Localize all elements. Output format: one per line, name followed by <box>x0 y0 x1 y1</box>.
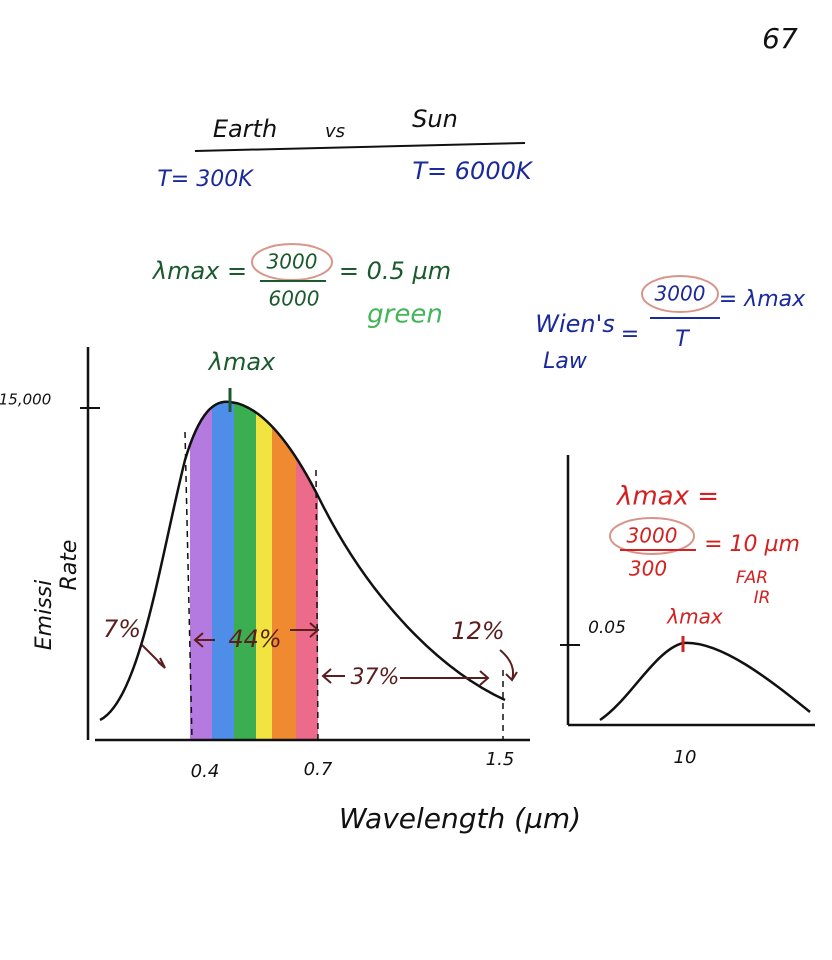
heading-middle: vs <box>325 121 345 142</box>
arrow <box>321 668 490 686</box>
y-tick-label: 15,000 <box>0 391 51 409</box>
arrow <box>499 649 518 682</box>
circle <box>641 275 719 313</box>
calc-result: = 0.5 µm <box>339 257 451 285</box>
x-tick-label: 0.4 <box>191 761 220 782</box>
wien-name: Wien's <box>535 310 614 338</box>
denominator: T <box>675 327 690 352</box>
calc-lhs: λmax = <box>151 257 247 285</box>
denominator: 6000 <box>269 287 320 311</box>
sun-temp: T= 6000K <box>412 157 533 185</box>
page-number: 67 <box>762 22 798 55</box>
numerator: 3000 <box>627 524 678 548</box>
dashed-line <box>315 469 319 741</box>
wien-rhs: = λmax <box>719 287 806 312</box>
arrow <box>193 622 320 648</box>
calc-lhs: λmax = <box>615 482 719 512</box>
denominator: 300 <box>629 557 667 581</box>
numerator: 3000 <box>267 250 318 274</box>
x-tick-label: 10 <box>674 747 697 768</box>
dashed-line <box>184 431 193 741</box>
percent: 12% <box>451 617 504 645</box>
circle <box>609 517 695 555</box>
color-name: green <box>367 300 443 330</box>
band: IR <box>754 588 771 608</box>
peak-label: λmax <box>666 605 723 629</box>
calc-result: = 10 µm <box>704 532 800 557</box>
heading-right: Sun <box>412 105 458 133</box>
y-tick-label: 0.05 <box>588 618 626 638</box>
band: FAR <box>736 568 768 588</box>
arrow <box>141 644 166 669</box>
x-tick-label: 0.7 <box>304 759 333 780</box>
rainbow <box>190 401 318 740</box>
percent: 44% <box>228 625 281 653</box>
x-tick-label: 1.5 <box>486 749 515 770</box>
percent: 37% <box>351 665 400 690</box>
x-label: Wavelength (µm) <box>339 802 581 835</box>
y-label: Rate <box>57 540 82 591</box>
equals: = <box>621 322 639 347</box>
underline <box>194 142 526 152</box>
earth-temp: T= 300K <box>157 167 254 192</box>
wien-name: Law <box>543 349 588 374</box>
y-label: Emissi <box>32 580 57 650</box>
peak-label: λmax <box>207 348 276 376</box>
numerator: 3000 <box>655 282 706 306</box>
percent: 7% <box>103 615 141 643</box>
heading-left: Earth <box>213 115 277 143</box>
